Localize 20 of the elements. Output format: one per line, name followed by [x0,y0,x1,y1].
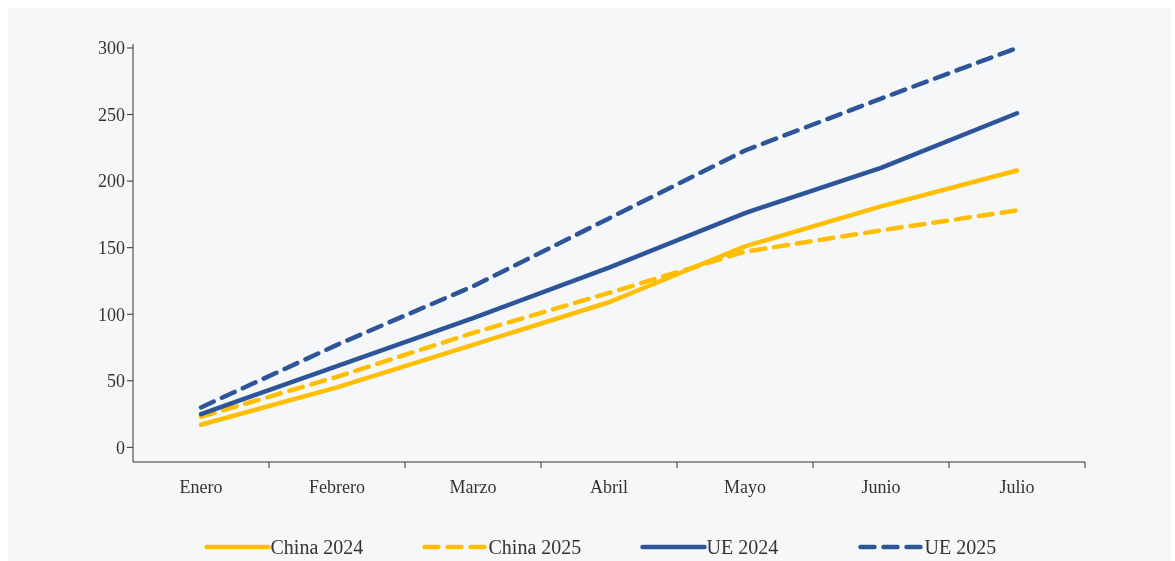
legend-label: UE 2025 [924,536,997,558]
legend-label: China 2024 [270,536,364,558]
y-tick-label: 300 [98,38,125,59]
y-tick-label: 250 [98,104,125,125]
x-tick-label: Julio [999,477,1035,497]
legend-label: UE 2024 [706,536,779,558]
line-series [198,168,1020,427]
x-tick-label: Marzo [449,477,497,497]
x-tick-label: Febrero [309,477,365,497]
y-tick-label: 200 [98,171,125,192]
y-tick-label: 100 [98,304,125,325]
x-tick-label: Enero [179,477,223,497]
y-tick-label: 0 [116,437,125,458]
line-series [198,110,1020,417]
x-tick-label: Abril [590,477,628,497]
y-tick-label: 50 [107,371,125,392]
x-tick-label: Mayo [724,477,766,497]
x-tick-label: Junio [861,477,901,497]
legend-label: China 2025 [488,536,582,558]
y-tick-label: 150 [98,237,125,258]
